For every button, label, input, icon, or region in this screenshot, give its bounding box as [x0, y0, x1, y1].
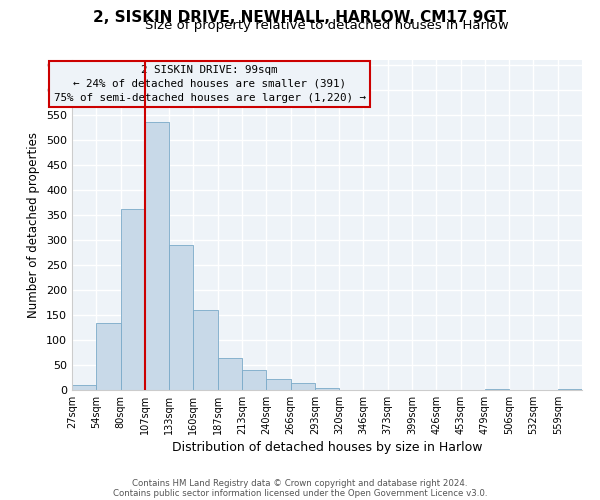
Bar: [169, 244, 193, 390]
Bar: [290, 383, 315, 390]
Bar: [242, 370, 266, 390]
Text: Contains public sector information licensed under the Open Government Licence v3: Contains public sector information licen…: [113, 488, 487, 498]
Bar: [558, 388, 582, 390]
Text: Contains HM Land Registry data © Crown copyright and database right 2024.: Contains HM Land Registry data © Crown c…: [132, 478, 468, 488]
X-axis label: Distribution of detached houses by size in Harlow: Distribution of detached houses by size …: [172, 441, 482, 454]
Bar: [96, 322, 121, 390]
Bar: [145, 122, 169, 390]
Bar: [266, 379, 290, 390]
Text: 2, SISKIN DRIVE, NEWHALL, HARLOW, CM17 9GT: 2, SISKIN DRIVE, NEWHALL, HARLOW, CM17 9…: [94, 10, 506, 25]
Bar: [315, 388, 339, 390]
Title: Size of property relative to detached houses in Harlow: Size of property relative to detached ho…: [145, 20, 509, 32]
Y-axis label: Number of detached properties: Number of detached properties: [28, 132, 40, 318]
Bar: [121, 209, 145, 390]
Text: 2 SISKIN DRIVE: 99sqm
← 24% of detached houses are smaller (391)
75% of semi-det: 2 SISKIN DRIVE: 99sqm ← 24% of detached …: [54, 65, 366, 103]
Bar: [72, 385, 96, 390]
Bar: [485, 388, 509, 390]
Bar: [218, 358, 242, 390]
Bar: [193, 310, 218, 390]
